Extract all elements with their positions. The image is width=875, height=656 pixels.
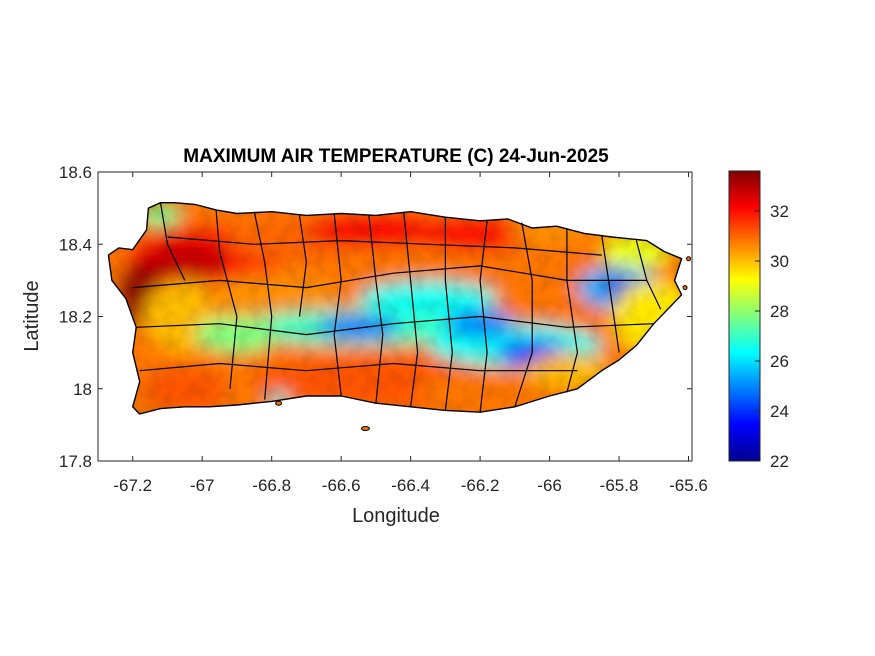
municipality-boundary <box>368 215 384 404</box>
municipality-boundary <box>444 217 453 411</box>
offshore-islets <box>275 256 692 431</box>
x-axis-label: Longitude <box>352 505 440 527</box>
x-tick-label: -67 <box>190 476 215 495</box>
coastline <box>107 202 683 415</box>
y-tick-label: 18 <box>73 380 92 399</box>
municipality-boundary <box>136 315 654 336</box>
island-map <box>108 202 682 414</box>
colorbar-gradient <box>728 170 761 462</box>
x-tick-label: -66.6 <box>322 476 361 495</box>
municipality-boundary <box>253 211 273 400</box>
islet <box>682 285 688 291</box>
colorbar-tick-label: 24 <box>770 402 789 421</box>
x-tick-label: -65.6 <box>669 476 708 495</box>
municipality-boundary <box>333 213 342 397</box>
municipality-boundary <box>514 222 533 407</box>
y-tick-label: 17.8 <box>59 452 92 471</box>
islet <box>686 256 692 262</box>
colorbar-tick-label: 22 <box>770 452 789 471</box>
municipality-boundary <box>159 202 186 281</box>
y-axis-label: Latitude <box>21 280 43 351</box>
x-axis: -67.2 -67 -66.8 -66.6 -66.4 -66.2 -66 -65.8 -65.… <box>113 172 708 495</box>
municipality-boundary <box>403 211 419 407</box>
colorbar: 22 24 26 28 30 32 <box>728 170 789 471</box>
x-tick-label: -67.2 <box>113 476 152 495</box>
municipality-boundary <box>215 209 238 389</box>
islet <box>275 400 283 406</box>
municipality-boundary <box>298 215 307 317</box>
chart-title: MAXIMUM AIR TEMPERATURE (C) 24-Jun-2025 <box>183 146 609 167</box>
colorbar-tick-label: 32 <box>770 202 789 221</box>
y-tick-label: 18.6 <box>59 163 92 182</box>
y-tick-label: 18.4 <box>59 235 92 254</box>
x-tick-label: -66 <box>537 476 562 495</box>
municipality-boundaries <box>132 202 662 413</box>
x-tick-label: -65.8 <box>600 476 639 495</box>
colorbar-tick-label: 30 <box>770 252 789 271</box>
municipality-boundary <box>566 228 578 393</box>
y-tick-label: 18.2 <box>59 308 92 327</box>
colorbar-tick-label: 28 <box>770 302 789 321</box>
colorbar-tick-label: 26 <box>770 352 789 371</box>
x-tick-label: -66.8 <box>252 476 291 495</box>
municipality-boundary <box>167 236 602 256</box>
colorbar-ticks: 22 24 26 28 30 32 <box>755 202 789 471</box>
municipality-boundary <box>139 362 578 372</box>
heatmap-grain <box>108 202 682 414</box>
municipality-boundary <box>132 265 647 289</box>
x-tick-label: -66.2 <box>461 476 500 495</box>
islet <box>360 425 370 431</box>
x-tick-label: -66.4 <box>391 476 430 495</box>
y-axis: 17.8 18 18.2 18.4 18.6 <box>59 163 692 471</box>
